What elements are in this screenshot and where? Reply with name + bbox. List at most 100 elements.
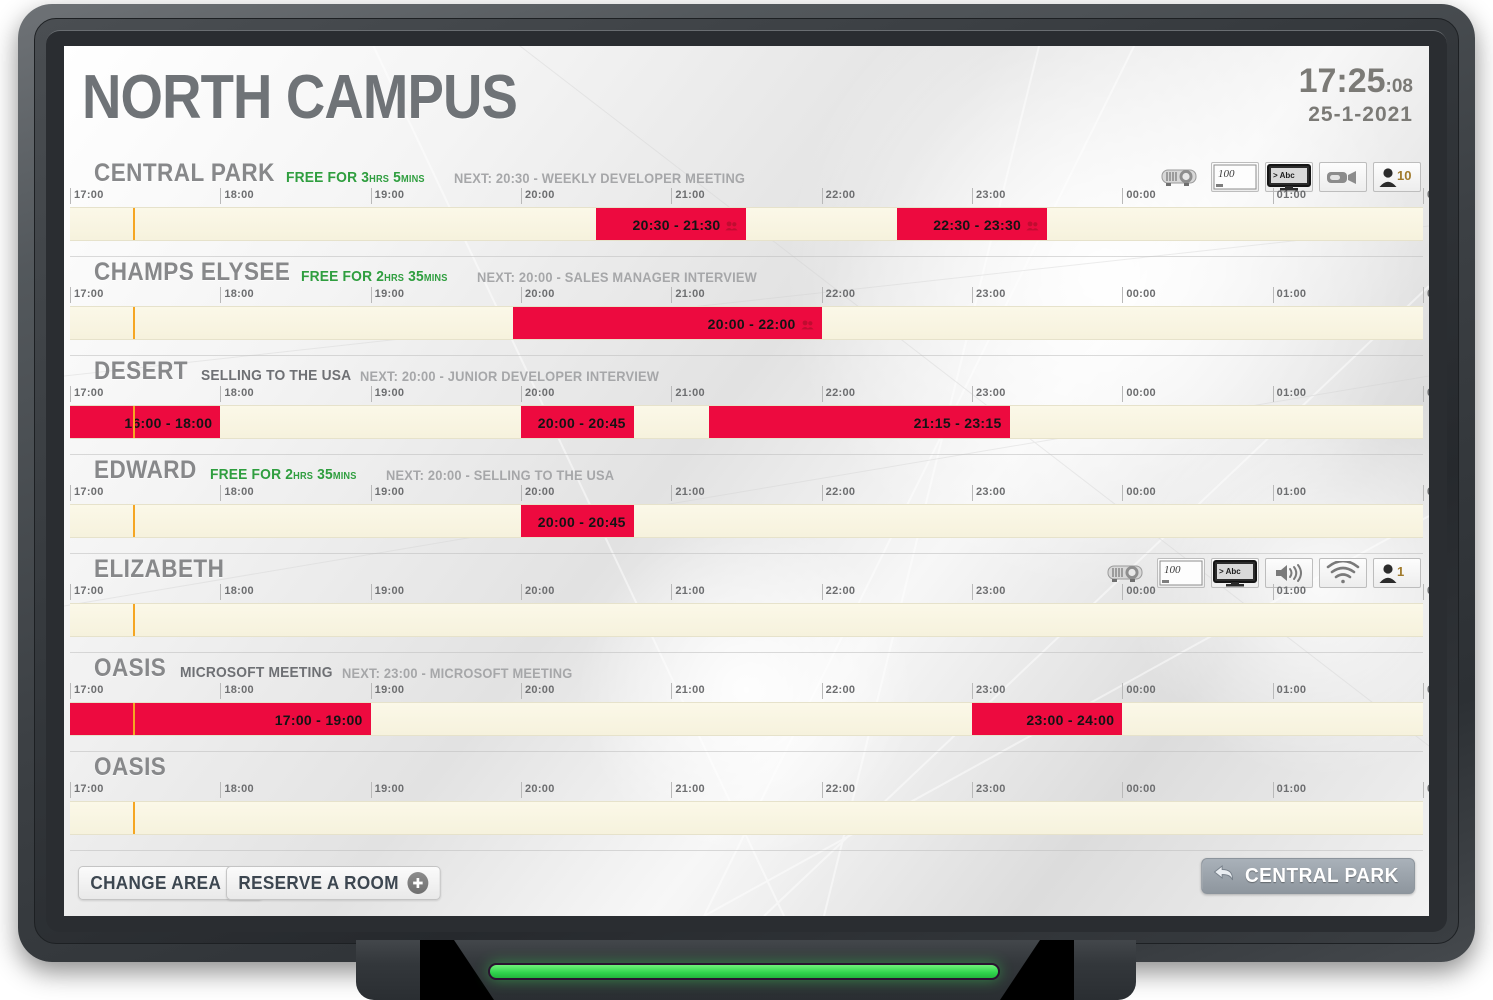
timeline-tick: 19:00: [370, 683, 405, 699]
room-next-meeting: NEXT: 20:00 - SALES MANAGER INTERVIEW: [476, 269, 757, 285]
timeline-tick: 19:00: [370, 782, 405, 798]
room-header: OASIS: [64, 752, 1429, 782]
room-list: CENTRAL PARK FREE FOR 3HRS 5MINS NEXT: 20:…: [64, 158, 1429, 851]
timeline-tick: 19:00: [370, 584, 405, 600]
room-row[interactable]: ELIZABETH 100 > Abc: [64, 554, 1429, 653]
room-row[interactable]: OASIS 17:00 18:00 19:00 20:00 21:00 22:00 23:00…: [64, 752, 1429, 851]
room-header: OASIS MICROSOFT MEETING NEXT: 23:00 - MICR…: [64, 653, 1429, 683]
booking-label: 20:00 - 20:45: [537, 415, 626, 431]
booking-block[interactable]: 17:00 - 19:00: [70, 703, 371, 735]
timeline-tick: 18:00: [220, 188, 254, 204]
room-timeline[interactable]: 20:00 - 22:00: [70, 306, 1423, 340]
timeline-tick: 17:00: [70, 188, 104, 204]
timeline-tick: 23:00: [972, 782, 1006, 798]
booking-block[interactable]: 20:30 - 21:30: [596, 208, 747, 240]
timeline-tick: 18:00: [220, 683, 254, 699]
row-divider: [70, 454, 1423, 455]
speaker-icon: [1265, 558, 1313, 588]
current-time-marker: [133, 505, 136, 537]
timeline-tick: 01:00: [1272, 485, 1307, 501]
room-header: CHAMPS ELYSEE FREE FOR 2HRS 35MINS NEXT: 2…: [64, 257, 1429, 287]
current-time-marker: [133, 406, 136, 438]
room-header: CENTRAL PARK FREE FOR 3HRS 5MINS NEXT: 20:…: [64, 158, 1429, 192]
booking-block[interactable]: 16:00 - 18:00: [70, 406, 221, 438]
svg-text:> Abc: > Abc: [1219, 567, 1241, 576]
room-amenities: 100 > Abc 10: [1155, 162, 1421, 192]
timeline-tick: 00:00: [1122, 485, 1156, 501]
whiteboard-icon: 100: [1211, 162, 1259, 192]
room-row[interactable]: CENTRAL PARK FREE FOR 3HRS 5MINS NEXT: 20:…: [64, 158, 1429, 257]
timeline-tick: 23:00: [972, 188, 1006, 204]
timeline-tick: 22:00: [821, 782, 856, 798]
current-area-button[interactable]: CENTRAL PARK: [1201, 858, 1415, 894]
booking-block[interactable]: 22:30 - 23:30: [896, 208, 1048, 240]
room-next-meeting: NEXT: 20:30 - WEEKLY DEVELOPER MEETING: [453, 170, 746, 186]
change-area-label: CHANGE AREA: [90, 872, 222, 893]
booking-block[interactable]: 23:00 - 24:00: [972, 703, 1123, 735]
timeline-tick: 00:00: [1122, 188, 1156, 204]
timeline-tick: 21:00: [671, 782, 705, 798]
clock-seconds: :08: [1385, 76, 1413, 97]
header: NORTH CAMPUS 17:25:08 25-1-2021: [64, 46, 1429, 158]
booking-block[interactable]: 20:00 - 20:45: [521, 406, 634, 438]
booking-label: 17:00 - 19:00: [274, 712, 363, 728]
timeline-tick: 01:00: [1272, 287, 1307, 303]
room-timeline[interactable]: [70, 603, 1423, 637]
timeline-tick: 18:00: [220, 782, 254, 798]
display-icon: > Abc: [1211, 558, 1259, 588]
timeline-axis: 17:00 18:00 19:00 20:00 21:00 22:00 23:00 00:00…: [70, 782, 1429, 798]
room-timeline[interactable]: 16:00 - 18:00 20:00 - 20:45 21:15 - 23:15: [70, 405, 1423, 439]
timeline-tick: 22:00: [821, 287, 856, 303]
room-row[interactable]: OASIS MICROSOFT MEETING NEXT: 23:00 - MICR…: [64, 653, 1429, 752]
room-name: DESERT: [94, 357, 188, 385]
timeline-tick: 02:00: [1423, 386, 1429, 402]
current-time-marker: [133, 307, 136, 339]
timeline-tick: 17:00: [70, 782, 104, 798]
clock-time: 17:25:08: [1299, 64, 1413, 98]
current-time-marker: [133, 604, 136, 636]
reserve-room-button[interactable]: RESERVE A ROOM: [226, 866, 441, 900]
projector-icon: [1101, 558, 1151, 588]
timeline-tick: 02:00: [1423, 287, 1429, 303]
booking-label: 20:00 - 20:45: [537, 514, 626, 530]
timeline-tick: 01:00: [1272, 386, 1307, 402]
room-timeline[interactable]: 20:00 - 20:45: [70, 504, 1423, 538]
timeline-tick: 00:00: [1122, 287, 1156, 303]
room-row[interactable]: CHAMPS ELYSEE FREE FOR 2HRS 35MINS NEXT: 2…: [64, 257, 1429, 356]
room-next-meeting: NEXT: 20:00 - SELLING TO THE USA: [385, 467, 614, 483]
booking-block[interactable]: 21:15 - 23:15: [708, 406, 1010, 438]
timeline-tick: 20:00: [521, 287, 555, 303]
timeline-tick: 02:00: [1423, 683, 1429, 699]
attendees-icon: [1026, 220, 1039, 230]
room-timeline[interactable]: 20:30 - 21:30 22:30 - 23:30: [70, 207, 1423, 241]
timeline-tick: 17:00: [70, 485, 104, 501]
timeline-tick: 22:00: [821, 584, 856, 600]
timeline-axis: 17:00 18:00 19:00 20:00 21:00 22:00 23:00 00:00…: [70, 188, 1429, 204]
timeline-axis: 17:00 18:00 19:00 20:00 21:00 22:00 23:00 00:00…: [70, 584, 1429, 600]
room-timeline[interactable]: 17:00 - 19:00 23:00 - 24:00: [70, 702, 1423, 736]
room-timeline[interactable]: [70, 801, 1423, 835]
room-name: OASIS: [94, 654, 167, 682]
timeline-tick: 22:00: [821, 485, 856, 501]
timeline-tick: 02:00: [1423, 188, 1429, 204]
back-arrow-icon: [1212, 863, 1237, 889]
timeline-tick: 20:00: [521, 485, 555, 501]
room-row[interactable]: DESERT SELLING TO THE USA NEXT: 20:00 - JU…: [64, 356, 1429, 455]
room-header: EDWARD FREE FOR 2HRS 35MINS NEXT: 20:00 - …: [64, 455, 1429, 485]
booking-label: 23:00 - 24:00: [1026, 712, 1115, 728]
svg-text:> Abc: > Abc: [1273, 171, 1295, 180]
timeline-tick: 21:00: [671, 584, 705, 600]
timeline-tick: 18:00: [220, 386, 254, 402]
timeline-tick: 00:00: [1122, 386, 1156, 402]
booking-block[interactable]: 20:00 - 20:45: [521, 505, 634, 537]
booking-block[interactable]: 20:00 - 22:00: [513, 307, 822, 339]
room-row[interactable]: EDWARD FREE FOR 2HRS 35MINS NEXT: 20:00 - …: [64, 455, 1429, 554]
timeline-tick: 22:00: [821, 683, 856, 699]
timeline-tick: 01:00: [1272, 683, 1307, 699]
reserve-room-label: RESERVE A ROOM: [238, 872, 399, 893]
timeline-tick: 23:00: [972, 584, 1006, 600]
timeline-tick: 00:00: [1122, 683, 1156, 699]
timeline-tick: 20:00: [521, 386, 555, 402]
current-area-label: CENTRAL PARK: [1245, 864, 1399, 887]
current-time-marker: [133, 208, 136, 240]
